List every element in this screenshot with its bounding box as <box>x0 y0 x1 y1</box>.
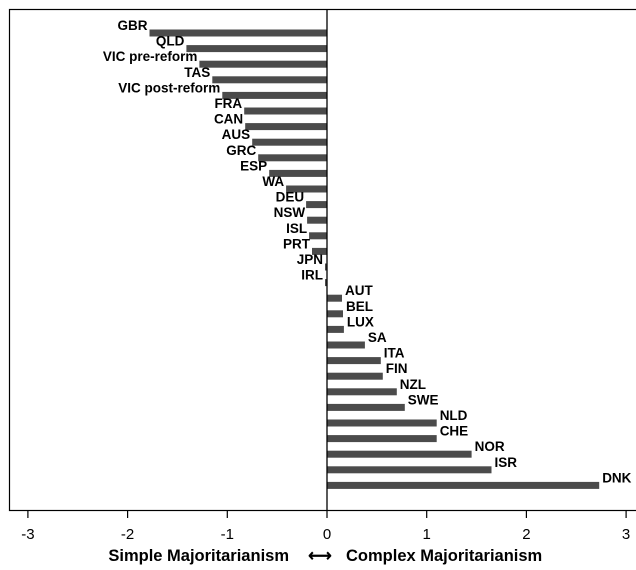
bar-che <box>327 435 437 443</box>
bar-label-vic-pre-reform: VIC pre-reform <box>103 49 198 64</box>
bar-wa <box>286 185 327 193</box>
bar-label-aut: AUT <box>345 283 373 298</box>
bar-fra <box>244 107 327 115</box>
bar-label-gbr: GBR <box>118 18 148 33</box>
bar-label-sa: SA <box>368 330 387 345</box>
bar-dnk <box>327 481 600 489</box>
bar-label-ita: ITA <box>384 346 405 361</box>
bar-aut <box>327 294 342 302</box>
x-tick-label: 0 <box>323 526 331 543</box>
bar-label-fin: FIN <box>386 361 408 376</box>
x-tick-label: 2 <box>522 526 530 543</box>
x-axis-title-left: Simple Majoritarianism <box>108 547 289 565</box>
x-axis-title-arrow: ⟷ <box>308 547 332 565</box>
bar-label-vic-post-reform: VIC post-reform <box>118 80 220 95</box>
bar-tas <box>212 76 327 84</box>
bar-bel <box>327 310 343 318</box>
bar-sa <box>327 341 365 349</box>
bar-label-tas: TAS <box>184 65 210 80</box>
bar-label-fra: FRA <box>214 96 242 111</box>
x-axis-title-right: Complex Majoritarianism <box>346 547 542 565</box>
bar-label-grc: GRC <box>226 143 256 158</box>
bar-label-che: CHE <box>440 424 469 439</box>
bar-can <box>245 123 327 131</box>
x-tick-label: -2 <box>121 526 134 543</box>
bar-nsw <box>307 216 327 224</box>
x-axis-title: Simple Majoritarianism ⟷ Complex Majorit… <box>108 547 542 565</box>
bar-label-esp: ESP <box>240 158 267 173</box>
x-tick-label: -3 <box>21 526 34 543</box>
bar-label-qld: QLD <box>156 34 185 49</box>
bar-fin <box>327 372 383 380</box>
x-tick-label: 3 <box>622 526 630 543</box>
bar-label-jpn: JPN <box>297 252 323 267</box>
bar-label-isr: ISR <box>495 455 518 470</box>
bar-vic-post-reform <box>222 91 327 99</box>
bar-vic-pre-reform <box>199 60 327 68</box>
bar-label-nsw: NSW <box>274 205 306 220</box>
bar-lux <box>327 325 344 333</box>
bar-label-isl: ISL <box>286 221 307 236</box>
bar-label-nld: NLD <box>440 408 468 423</box>
bar-jpn <box>325 263 327 271</box>
bar-qld <box>186 45 327 53</box>
x-tick-label: -1 <box>221 526 234 543</box>
bar-aus <box>252 138 327 146</box>
bar-swe <box>327 403 405 411</box>
bar-irl <box>325 279 327 287</box>
bar-prt <box>312 247 327 255</box>
bar-label-wa: WA <box>262 174 284 189</box>
x-tick-label: 1 <box>423 526 431 543</box>
bar-nld <box>327 419 437 427</box>
bar-label-bel: BEL <box>346 299 373 314</box>
bar-label-can: CAN <box>214 112 243 127</box>
bar-esp <box>269 169 327 177</box>
bar-ita <box>327 357 381 365</box>
bar-isl <box>309 232 327 240</box>
x-axis-ticks: -3 -2 -1 0 1 2 3 <box>21 511 630 543</box>
bar-label-aus: AUS <box>222 127 251 142</box>
bar-label-prt: PRT <box>283 236 311 251</box>
bar-label-dnk: DNK <box>602 470 631 485</box>
bar-isr <box>327 466 492 474</box>
bar-label-nor: NOR <box>475 439 505 454</box>
bars-group <box>149 29 600 489</box>
bar-label-irl: IRL <box>301 268 323 283</box>
bar-label-deu: DEU <box>276 190 305 205</box>
bar-nzl <box>327 388 397 396</box>
bar-label-nzl: NZL <box>400 377 426 392</box>
bar-label-lux: LUX <box>347 314 374 329</box>
bar-nor <box>327 450 472 458</box>
bar-grc <box>258 154 327 162</box>
bar-deu <box>306 201 327 209</box>
bar-gbr <box>149 29 327 37</box>
bar-label-swe: SWE <box>408 392 439 407</box>
